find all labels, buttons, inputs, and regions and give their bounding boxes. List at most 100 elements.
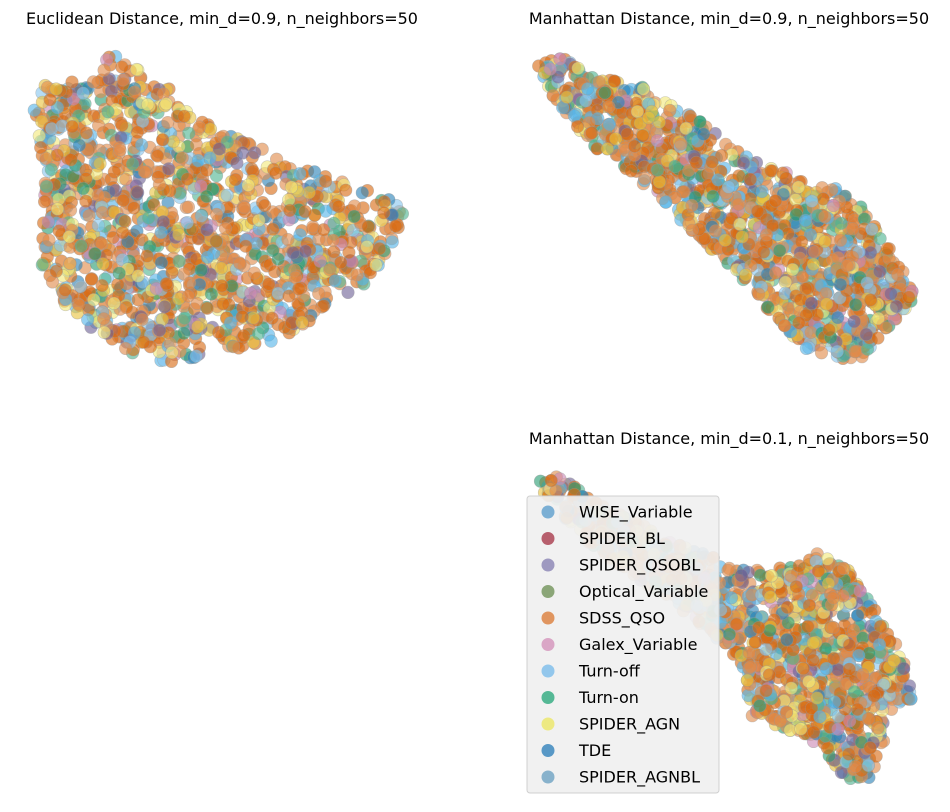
scatter-point bbox=[842, 662, 856, 676]
scatter-point bbox=[377, 206, 391, 220]
scatter-point bbox=[203, 151, 217, 165]
scatter-point bbox=[685, 223, 699, 237]
scatter-point bbox=[127, 201, 141, 215]
scatter-point bbox=[830, 344, 844, 359]
scatter-point bbox=[721, 180, 736, 194]
scatter-point bbox=[286, 246, 301, 260]
scatter-point bbox=[904, 692, 918, 706]
scatter-point bbox=[91, 118, 106, 133]
scatter-point bbox=[194, 263, 208, 277]
scatter-point bbox=[154, 225, 168, 239]
scatter-point bbox=[214, 261, 228, 275]
scatter-point bbox=[228, 173, 243, 187]
scatter-point bbox=[39, 151, 53, 165]
scatter-point bbox=[798, 213, 813, 227]
scatter-point bbox=[761, 300, 775, 314]
scatter-point bbox=[796, 661, 811, 676]
scatter-point bbox=[752, 620, 766, 635]
scatter-point bbox=[826, 620, 840, 635]
scatter-point bbox=[37, 195, 52, 209]
scatter-point bbox=[807, 725, 821, 739]
legend-marker bbox=[541, 585, 555, 598]
scatter-point bbox=[718, 233, 732, 247]
scatter-point bbox=[200, 301, 214, 315]
scatter-point bbox=[97, 325, 111, 339]
scatter-plot-manhattan-0-9 bbox=[532, 52, 919, 366]
scatter-point bbox=[101, 105, 115, 119]
scatter-point bbox=[71, 297, 85, 311]
panel-title-euclidean: Euclidean Distance, min_d=0.9, n_neighbo… bbox=[26, 9, 418, 29]
scatter-point bbox=[785, 263, 800, 277]
scatter-point bbox=[212, 142, 226, 156]
scatter-point bbox=[773, 244, 787, 258]
scatter-point bbox=[298, 204, 312, 219]
legend-label: SPIDER_AGN bbox=[579, 715, 680, 735]
scatter-point bbox=[602, 117, 617, 131]
scatter-point bbox=[347, 209, 361, 223]
scatter-point bbox=[65, 119, 79, 134]
scatter-point bbox=[600, 142, 615, 156]
scatter-point bbox=[581, 82, 595, 96]
scatter-point bbox=[846, 623, 861, 637]
scatter-point bbox=[570, 119, 585, 134]
scatter-point bbox=[327, 245, 341, 259]
scatter-point bbox=[91, 188, 105, 202]
scatter-point bbox=[319, 174, 333, 188]
scatter-point bbox=[236, 146, 250, 160]
scatter-point bbox=[72, 138, 86, 152]
scatter-point bbox=[759, 642, 773, 657]
scatter-point bbox=[871, 721, 885, 735]
scatter-point bbox=[780, 600, 794, 615]
scatter-point bbox=[241, 178, 255, 192]
scatter-point bbox=[339, 183, 353, 197]
scatter-point bbox=[579, 94, 593, 108]
scatter-point bbox=[165, 265, 179, 280]
scatter-point bbox=[659, 195, 673, 209]
scatter-point bbox=[82, 209, 96, 223]
scatter-point bbox=[115, 118, 129, 132]
scatter-point bbox=[630, 104, 645, 119]
scatter-point bbox=[792, 316, 806, 330]
scatter-point bbox=[852, 648, 866, 663]
legend-label: Optical_Variable bbox=[579, 582, 708, 602]
scatter-point bbox=[791, 180, 806, 194]
scatter-point bbox=[194, 209, 208, 223]
legend-label: SPIDER_AGNBL bbox=[579, 768, 700, 788]
scatter-point bbox=[161, 115, 175, 130]
scatter-point bbox=[722, 627, 737, 641]
scatter-point bbox=[763, 623, 777, 638]
scatter-point bbox=[751, 204, 765, 218]
legend-marker bbox=[541, 664, 555, 678]
scatter-point bbox=[191, 320, 205, 334]
scatter-point bbox=[755, 184, 769, 199]
scatter-point bbox=[708, 224, 723, 238]
scatter-point bbox=[128, 85, 142, 99]
scatter-point bbox=[79, 194, 93, 208]
scatter-point bbox=[130, 125, 144, 139]
scatter-point bbox=[107, 165, 121, 179]
scatter-point bbox=[268, 265, 282, 279]
scatter-point bbox=[759, 684, 773, 698]
scatter-point bbox=[45, 122, 59, 136]
scatter-point bbox=[689, 155, 703, 170]
scatter-point bbox=[118, 214, 132, 228]
scatter-point bbox=[792, 559, 806, 573]
scatter-point bbox=[191, 154, 205, 168]
scatter-point bbox=[302, 185, 316, 200]
legend-label: WISE_Variable bbox=[579, 503, 693, 523]
scatter-point bbox=[833, 277, 848, 292]
scatter-point bbox=[827, 695, 842, 709]
scatter-point bbox=[49, 82, 63, 96]
scatter-point bbox=[891, 268, 905, 282]
legend-label: SPIDER_QSOBL bbox=[579, 556, 700, 576]
scatter-point bbox=[819, 661, 834, 676]
scatter-point bbox=[295, 315, 309, 330]
scatter-point bbox=[822, 323, 836, 337]
scatter-point bbox=[181, 289, 195, 303]
scatter-point bbox=[79, 126, 93, 140]
scatter-point bbox=[848, 759, 862, 774]
scatter-point bbox=[159, 277, 173, 291]
scatter-point bbox=[283, 203, 297, 217]
scatter-point bbox=[44, 162, 58, 177]
panel-title-manhattan-0-9: Manhattan Distance, min_d=0.9, n_neighbo… bbox=[529, 9, 929, 29]
